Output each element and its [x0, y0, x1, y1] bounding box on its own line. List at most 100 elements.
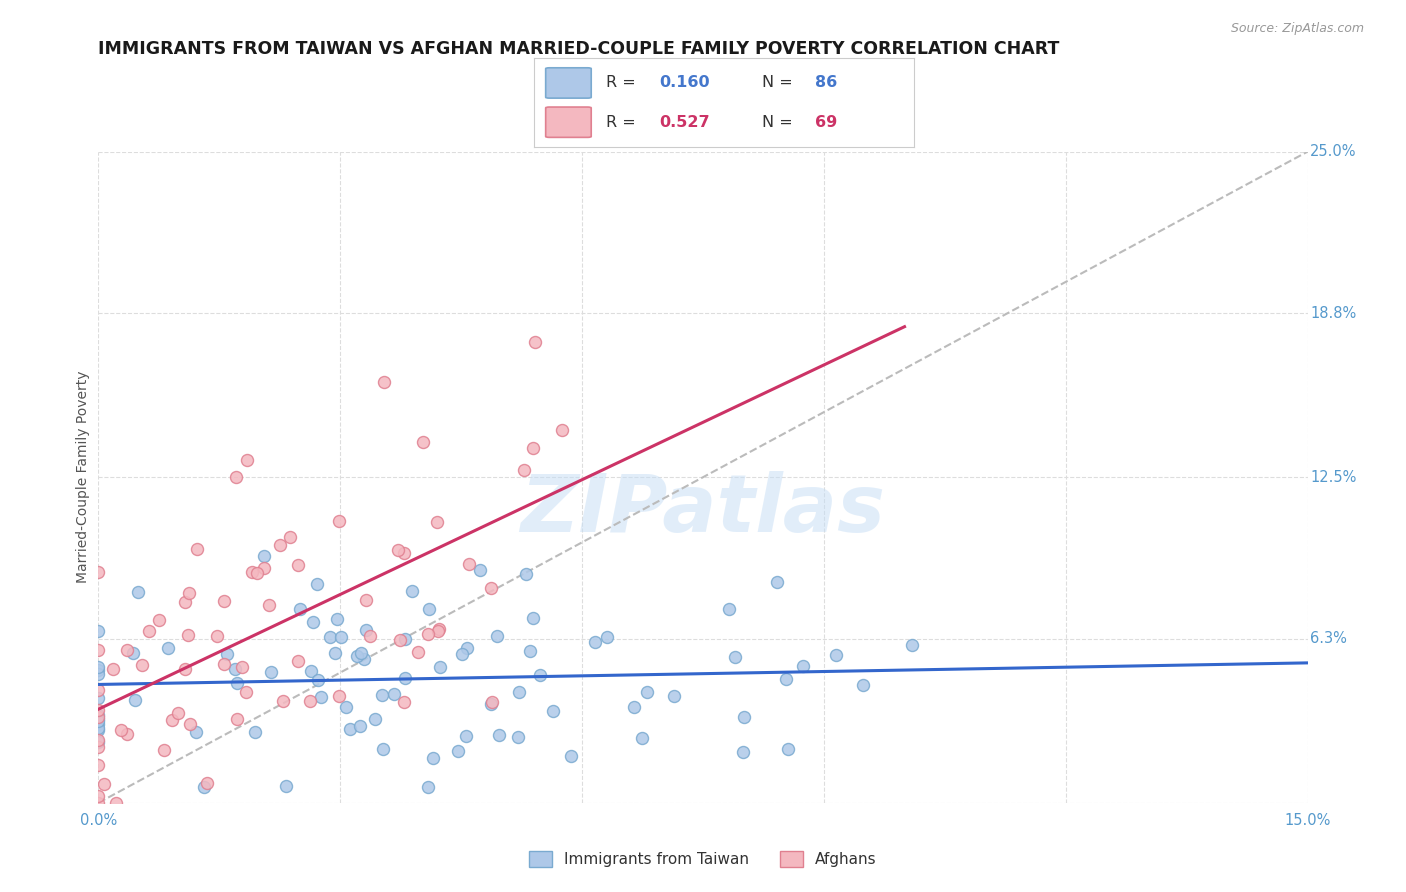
Point: [429, 660, 451, 674]
Point: [416, 627, 439, 641]
Point: [87, 722, 110, 736]
Point: [468, 562, 491, 576]
Point: [87, 757, 110, 772]
Point: [235, 685, 257, 699]
Point: [515, 567, 537, 582]
Point: [541, 704, 564, 718]
Point: [373, 375, 395, 389]
Point: [529, 668, 551, 682]
Point: [215, 647, 238, 661]
Point: [287, 654, 309, 668]
Point: [138, 624, 160, 638]
Point: [231, 660, 253, 674]
Point: [524, 335, 547, 350]
Point: [287, 558, 309, 572]
Point: [162, 713, 184, 727]
Point: [388, 632, 411, 647]
Point: [87, 714, 110, 728]
Point: [87, 796, 110, 810]
Point: [87, 740, 110, 755]
Point: [456, 640, 478, 655]
Point: [87, 712, 110, 726]
Point: [662, 689, 685, 703]
Text: R =: R =: [606, 115, 641, 129]
Point: [226, 712, 249, 726]
Point: [246, 566, 269, 581]
Point: [450, 648, 472, 662]
Point: [401, 584, 423, 599]
Point: [110, 723, 132, 737]
Point: [356, 592, 378, 607]
Point: [302, 615, 325, 629]
Point: [245, 724, 267, 739]
Point: [560, 748, 582, 763]
Point: [87, 717, 110, 731]
Point: [153, 742, 176, 756]
Point: [87, 683, 110, 698]
Point: [354, 623, 377, 637]
Point: [307, 673, 329, 688]
Point: [481, 581, 503, 595]
Point: [623, 699, 645, 714]
Point: [299, 665, 322, 679]
Point: [825, 648, 848, 663]
Point: [214, 594, 236, 608]
Point: [479, 697, 502, 711]
Point: [775, 672, 797, 686]
Point: [323, 646, 346, 660]
Point: [278, 529, 301, 543]
Point: [394, 632, 416, 647]
Point: [156, 640, 179, 655]
Point: [212, 657, 235, 671]
Point: [718, 602, 741, 616]
Point: [350, 646, 373, 660]
Text: 6.3%: 6.3%: [1310, 632, 1347, 646]
Point: [901, 638, 924, 652]
Point: [103, 662, 125, 676]
Point: [269, 538, 291, 552]
Text: 18.8%: 18.8%: [1310, 306, 1357, 320]
Text: 69: 69: [815, 115, 838, 129]
Point: [371, 688, 394, 702]
Point: [259, 598, 281, 612]
Point: [373, 742, 395, 756]
Point: [724, 650, 747, 665]
Point: [733, 709, 755, 723]
Point: [87, 659, 110, 673]
Point: [252, 549, 274, 563]
Point: [115, 642, 138, 657]
Point: [173, 595, 195, 609]
Point: [326, 612, 349, 626]
Point: [179, 716, 201, 731]
Point: [778, 742, 800, 756]
Point: [87, 710, 110, 724]
Point: [329, 631, 352, 645]
Point: [412, 435, 434, 450]
Point: [346, 649, 368, 664]
Text: N =: N =: [762, 115, 799, 129]
Point: [186, 541, 208, 556]
Point: [731, 745, 754, 759]
Point: [177, 628, 200, 642]
Point: [394, 672, 416, 686]
Text: IMMIGRANTS FROM TAIWAN VS AFGHAN MARRIED-COUPLE FAMILY POVERTY CORRELATION CHART: IMMIGRANTS FROM TAIWAN VS AFGHAN MARRIED…: [98, 40, 1060, 58]
Point: [551, 424, 574, 438]
Point: [328, 689, 350, 703]
Point: [271, 694, 294, 708]
Point: [488, 727, 510, 741]
Point: [299, 694, 322, 708]
Text: N =: N =: [762, 76, 799, 90]
Point: [513, 463, 536, 477]
Point: [384, 688, 406, 702]
Point: [458, 558, 481, 572]
Point: [236, 452, 259, 467]
Point: [148, 613, 170, 627]
Text: 12.5%: 12.5%: [1310, 470, 1357, 484]
Point: [87, 707, 110, 722]
Text: 25.0%: 25.0%: [1310, 145, 1357, 159]
Point: [427, 622, 450, 636]
Point: [225, 470, 247, 484]
Point: [636, 685, 658, 699]
Point: [87, 691, 110, 706]
Point: [427, 624, 450, 639]
